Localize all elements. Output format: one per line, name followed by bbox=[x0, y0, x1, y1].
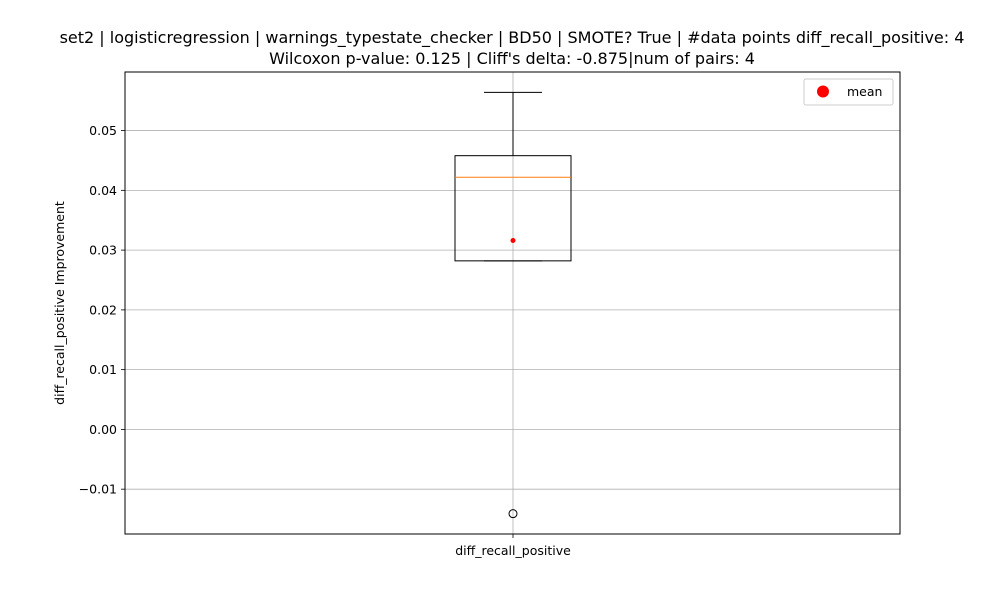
x-ticks: diff_recall_positive bbox=[455, 534, 571, 558]
y-tick-label: −0.01 bbox=[79, 482, 117, 497]
legend: mean bbox=[803, 78, 894, 106]
mean-marker bbox=[510, 238, 516, 244]
legend-box bbox=[803, 78, 894, 106]
y-ticks: −0.01 0.00 0.01 0.02 0.03 0.04 0.05 bbox=[79, 123, 125, 497]
legend-mean-label: mean bbox=[847, 84, 882, 99]
chart-title-line2: Wilcoxon p-value: 0.125 | Cliff's delta:… bbox=[269, 49, 755, 68]
box-plot bbox=[454, 91, 572, 519]
y-tick-label: 0.05 bbox=[89, 123, 117, 138]
legend-mean-marker bbox=[817, 85, 829, 98]
x-tick-label: diff_recall_positive bbox=[455, 543, 571, 558]
outlier-point bbox=[508, 509, 518, 519]
grid-lines bbox=[125, 72, 900, 534]
y-tick-label: 0.03 bbox=[89, 243, 117, 258]
plot-frame bbox=[124, 71, 901, 535]
y-tick-label: 0.02 bbox=[89, 302, 117, 317]
y-tick-label: 0.01 bbox=[89, 362, 117, 377]
chart-title-line1: set2 | logisticregression | warnings_typ… bbox=[60, 28, 965, 48]
y-tick-label: 0.00 bbox=[89, 422, 117, 437]
y-axis-label: diff_recall_positive Improvement bbox=[52, 201, 67, 405]
iqr-box bbox=[454, 155, 572, 262]
y-tick-label: 0.04 bbox=[89, 183, 117, 198]
